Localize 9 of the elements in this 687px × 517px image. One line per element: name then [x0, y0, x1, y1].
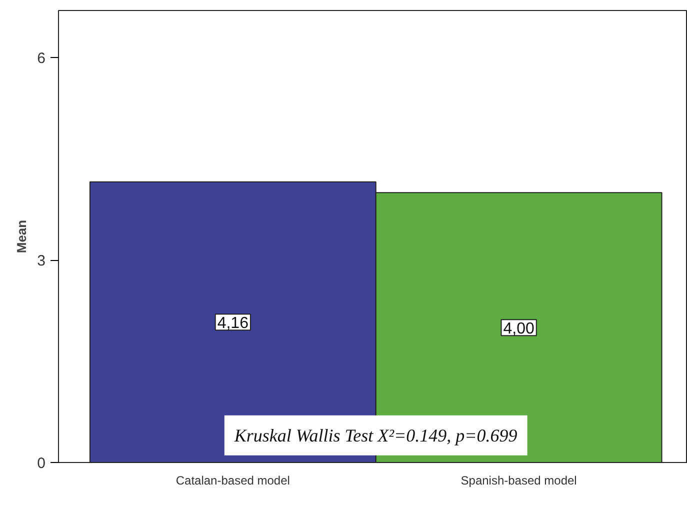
- y-axis-title: Mean: [14, 220, 30, 254]
- data-label: 4,00: [503, 320, 534, 338]
- annotation: Kruskal Wallis Test X²=0.149, p=0.699: [233, 425, 518, 446]
- x-tick-label: Spanish-based model: [460, 474, 577, 488]
- y-tick-label: 3: [37, 252, 46, 270]
- y-tick-label: 0: [37, 455, 46, 472]
- x-tick-label: Catalan-based model: [176, 474, 290, 488]
- y-tick-label: 6: [37, 50, 46, 68]
- data-label: 4,16: [217, 315, 249, 332]
